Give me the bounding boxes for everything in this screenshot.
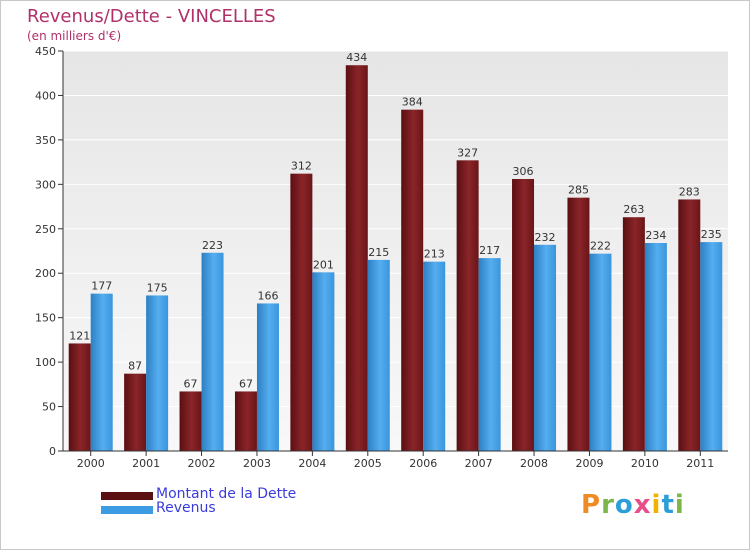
revenue-bar (700, 242, 723, 451)
x-tick-label: 2011 (686, 457, 714, 470)
revenue-value-label: 223 (202, 239, 223, 252)
x-tick-label: 2005 (354, 457, 382, 470)
x-tick-label: 2000 (77, 457, 105, 470)
revenue-bar (423, 261, 446, 451)
revenue-bar (589, 253, 612, 451)
debt-bar (68, 343, 91, 451)
revenue-value-label: 232 (535, 231, 556, 244)
x-tick-label: 2008 (520, 457, 548, 470)
logo-letter: i (674, 490, 685, 520)
revenue-value-label: 235 (701, 228, 722, 241)
debt-bar (234, 391, 257, 451)
revenue-value-label: 213 (424, 248, 445, 261)
debt-value-label: 306 (513, 165, 534, 178)
x-tick-label: 2006 (409, 457, 437, 470)
y-tick-label: 50 (42, 401, 56, 414)
logo-letter: x (633, 490, 652, 520)
logo-letter: t (661, 490, 675, 520)
legend-label-revenue: Revenus (156, 500, 216, 516)
debt-value-label: 285 (568, 184, 589, 197)
proxiti-logo: Proxiti (581, 490, 685, 520)
x-tick-label: 2003 (243, 457, 271, 470)
revenue-bar (534, 244, 557, 451)
debt-bar (124, 373, 147, 451)
debt-value-label: 121 (69, 329, 90, 342)
debt-value-label: 312 (291, 160, 312, 173)
y-tick-label: 250 (35, 223, 56, 236)
y-tick-label: 300 (35, 178, 56, 191)
y-tick-label: 100 (35, 356, 56, 369)
y-tick-label: 200 (35, 267, 56, 280)
debt-bar (401, 109, 424, 452)
x-tick-label: 2001 (132, 457, 160, 470)
revenue-bar (367, 259, 390, 451)
logo-letter: i (651, 490, 662, 520)
y-tick-label: 400 (35, 89, 56, 102)
debt-value-label: 384 (402, 96, 423, 109)
revenue-bar (146, 295, 169, 451)
revenue-value-label: 217 (479, 244, 500, 257)
debt-value-label: 434 (346, 51, 367, 64)
revenue-bar (644, 243, 667, 451)
debt-bar (567, 197, 590, 451)
debt-bar (345, 65, 368, 451)
x-tick-label: 2004 (298, 457, 326, 470)
revenue-value-label: 234 (645, 229, 666, 242)
revenue-value-label: 201 (313, 258, 334, 271)
debt-value-label: 67 (239, 377, 253, 390)
revenue-bar (478, 258, 501, 451)
x-tick-label: 2002 (188, 457, 216, 470)
revenue-bar (312, 272, 335, 451)
y-tick-label: 150 (35, 312, 56, 325)
logo-letter: o (614, 490, 634, 520)
debt-value-label: 263 (623, 203, 644, 216)
debt-value-label: 327 (457, 146, 478, 159)
revenue-bar (256, 303, 279, 451)
plot-area (63, 51, 728, 451)
debt-swatch (101, 492, 153, 500)
x-tick-label: 2007 (465, 457, 493, 470)
logo-letter: P (581, 490, 602, 520)
y-tick-label: 350 (35, 134, 56, 147)
debt-bar (290, 173, 313, 451)
logo-letter: r (601, 490, 615, 520)
revenue-value-label: 215 (368, 246, 389, 259)
revenue-value-label: 166 (257, 289, 278, 302)
debt-bar (622, 217, 645, 451)
revenue-value-label: 222 (590, 240, 611, 253)
debt-value-label: 67 (184, 377, 198, 390)
x-tick-label: 2010 (631, 457, 659, 470)
debt-value-label: 87 (128, 360, 142, 373)
x-tick-label: 2009 (575, 457, 603, 470)
revenue-bar (90, 293, 113, 451)
revenue-value-label: 177 (91, 280, 112, 293)
debt-value-label: 283 (679, 185, 700, 198)
y-tick-label: 450 (35, 45, 56, 58)
debt-bar (678, 199, 701, 451)
chart-title: Revenus/Dette - VINCELLES (27, 6, 276, 27)
debt-bar (512, 179, 535, 451)
chart-subtitle: (en milliers d'€) (27, 29, 122, 43)
revenue-value-label: 175 (147, 281, 168, 294)
debt-bar (179, 391, 202, 451)
debt-bar (456, 160, 479, 452)
y-tick-label: 0 (49, 445, 56, 458)
revenue-swatch (101, 506, 153, 514)
legend-label-debt: Montant de la Dette (156, 486, 297, 502)
revenue-bar (201, 252, 224, 451)
